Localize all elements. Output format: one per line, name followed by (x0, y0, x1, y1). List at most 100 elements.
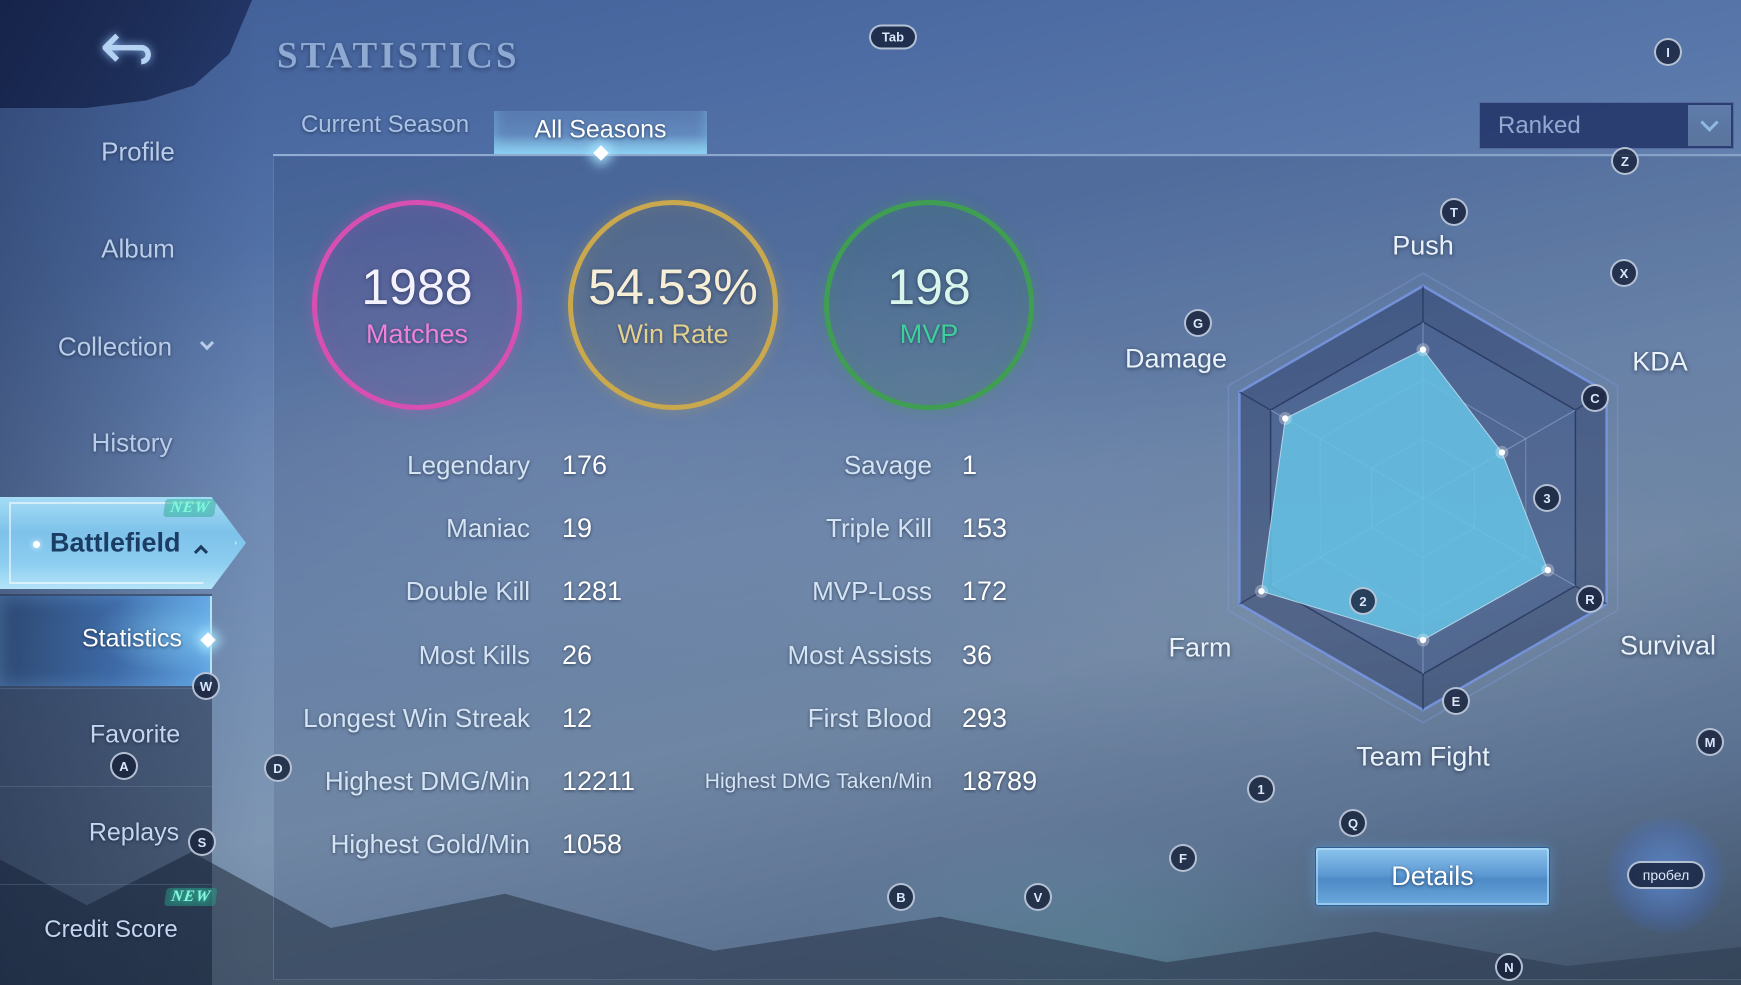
radar-chart (1227, 272, 1619, 724)
matches-circle: 1988 Matches (312, 200, 522, 410)
key-hint-W: W (192, 672, 220, 700)
tab-divider (273, 154, 1741, 156)
winrate-value: 54.53% (588, 259, 758, 315)
sidebar-subitem-favorite[interactable]: Favorite (89, 720, 181, 749)
stats-column-2: Savage 1 Triple Kill 153 MVP-Loss 172 Most Ass… (560, 434, 1037, 813)
key-hint-Q: Q (1339, 809, 1367, 837)
stat-row: Maniac 19 (230, 497, 635, 560)
stat-label: Longest Win Streak (303, 702, 530, 733)
stat-value: 19 (562, 513, 593, 544)
stat-label: Double Kill (405, 576, 530, 607)
battlefield-bullet-icon (33, 541, 40, 548)
mode-filter-dropdown[interactable]: Ranked (1479, 102, 1734, 149)
stat-value: 1281 (562, 576, 623, 607)
radar-axis-label: Survival (1619, 630, 1717, 661)
battlefield-submenu (0, 594, 212, 985)
key-hint-D: D (264, 754, 292, 782)
sidebar-subitem-credit-score[interactable]: Credit Score (44, 916, 178, 943)
mvp-circle: 198 MVP (824, 200, 1034, 410)
stat-label: MVP-Loss (812, 576, 932, 607)
sidebar-item-album[interactable]: Album (101, 233, 175, 264)
sidebar-item-collection[interactable]: Collection (57, 331, 173, 362)
key-hint-пробел: пробел (1627, 861, 1705, 889)
key-hint-X: X (1610, 259, 1638, 287)
key-hint-1: 1 (1247, 775, 1275, 803)
new-badge: NEW (164, 888, 218, 906)
stat-value: 36 (962, 639, 993, 670)
stat-label: Maniac (446, 513, 530, 544)
key-hint-3: 3 (1533, 484, 1561, 512)
stat-value: 12211 (562, 766, 636, 797)
stats-column-1: Legendary 176 Maniac 19 Double Kill 1281 Most … (230, 434, 635, 876)
divider (0, 884, 212, 885)
mode-filter-value: Ranked (1498, 111, 1581, 139)
stat-value: 18789 (962, 766, 1038, 797)
radar-axis-label: Push (1392, 230, 1454, 261)
matches-value: 1988 (361, 259, 473, 315)
page-title: STATISTICS (277, 35, 520, 77)
stat-row: Savage 1 (560, 434, 1037, 497)
stat-value: 172 (962, 576, 1008, 607)
new-badge: NEW (163, 499, 217, 517)
stat-label: Most Kills (418, 639, 530, 670)
winrate-label: Win Rate (617, 319, 729, 349)
stat-label: Highest DMG/Min (324, 766, 530, 797)
key-hint-Z: Z (1611, 147, 1639, 175)
key-hint-T: T (1440, 198, 1468, 226)
stat-row: Legendary 176 (230, 434, 635, 497)
radar-axis-label: Team Fight (1356, 741, 1490, 772)
key-hint-M: M (1696, 728, 1724, 756)
key-hint-E: E (1442, 687, 1470, 715)
back-arrow-icon: ↩ (99, 13, 155, 87)
stat-label: First Blood (807, 702, 932, 733)
radar-axis-label: KDA (1632, 346, 1688, 377)
sidebar-subitem-replays[interactable]: Replays (88, 818, 180, 847)
stat-value: 26 (562, 639, 593, 670)
stat-row: Most Assists 36 (560, 624, 1037, 687)
key-hint-S: S (188, 828, 216, 856)
stat-row: First Blood 293 (560, 687, 1037, 750)
mvp-label: MVP (899, 319, 959, 349)
stat-label: Highest DMG Taken/Min (704, 769, 932, 793)
key-hint-I: I (1654, 38, 1682, 66)
matches-label: Matches (365, 319, 469, 349)
key-hint-Tab: Tab (869, 24, 917, 50)
tab-current-season[interactable]: Current Season (300, 111, 470, 138)
details-button-label: Details (1391, 861, 1474, 891)
stat-row: Triple Kill 153 (560, 497, 1037, 560)
sidebar-item-history[interactable]: History (91, 427, 173, 458)
stat-value: 1 (962, 450, 978, 481)
stat-value: 176 (562, 450, 608, 481)
key-hint-R: R (1576, 585, 1604, 613)
radar-axis-label: Farm (1168, 632, 1232, 663)
details-button[interactable]: Details (1315, 847, 1550, 906)
battlefield-label: Battlefield (50, 527, 181, 558)
stat-row: MVP-Loss 172 (560, 560, 1037, 623)
stat-row: Longest Win Streak 12 (230, 687, 635, 750)
key-hint-A: A (110, 752, 138, 780)
tab-all-seasons-label: All Seasons (534, 115, 667, 144)
sidebar-item-battlefield[interactable]: Battlefield (0, 497, 246, 589)
stat-label: Most Assists (787, 639, 932, 670)
subitem-statistics-label[interactable]: Statistics (81, 624, 183, 653)
radar-axis-label: Damage (1124, 343, 1228, 374)
dropdown-button[interactable] (1687, 105, 1731, 146)
stat-label: Highest Gold/Min (330, 829, 530, 860)
tab-all-seasons[interactable]: All Seasons (494, 111, 707, 161)
key-hint-G: G (1184, 309, 1212, 337)
key-hint-2: 2 (1349, 587, 1377, 615)
divider (0, 786, 212, 787)
key-hint-B: B (887, 883, 915, 911)
stat-row: Highest DMG Taken/Min 18789 (560, 750, 1037, 813)
stat-row: Highest Gold/Min 1058 (230, 813, 635, 876)
key-hint-F: F (1169, 844, 1197, 872)
stat-row: Most Kills 26 (230, 624, 635, 687)
key-hint-V: V (1024, 883, 1052, 911)
stat-label: Legendary (407, 450, 530, 481)
stat-value: 1058 (562, 829, 623, 860)
stat-label: Triple Kill (826, 513, 932, 544)
sidebar-item-profile[interactable]: Profile (101, 136, 175, 167)
stat-value: 293 (962, 702, 1008, 733)
winrate-circle: 54.53% Win Rate (568, 200, 778, 410)
